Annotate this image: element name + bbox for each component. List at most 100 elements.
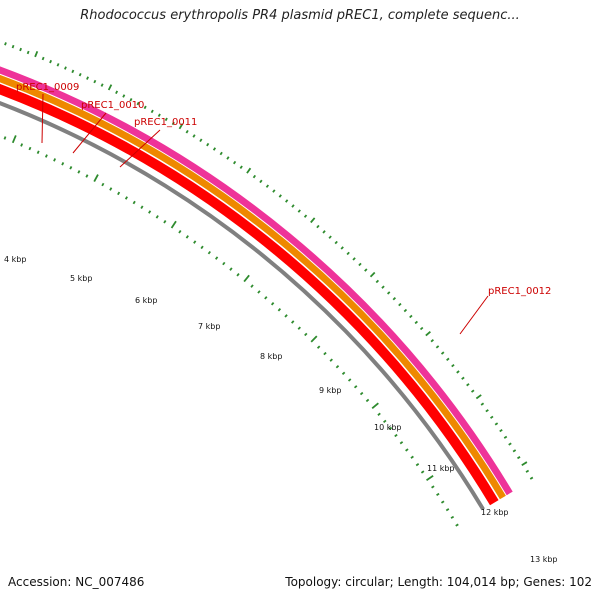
tick-mark [193, 240, 197, 244]
tick-mark [329, 358, 333, 362]
tick-mark [420, 470, 425, 474]
tick-mark [69, 166, 73, 170]
tick-mark [456, 370, 460, 374]
tick-mark [85, 174, 89, 178]
tick-mark [466, 383, 470, 387]
map-summary-text: Topology: circular; Length: 104,014 bp; … [285, 575, 592, 589]
tick-mark [200, 245, 204, 250]
kbp-label: 11 kbp [427, 464, 455, 473]
tick-mark [347, 378, 352, 382]
tick-mark [529, 476, 534, 480]
tick-mark [199, 138, 203, 143]
tick-mark [405, 448, 409, 452]
accession-text: Accession: NC_007486 [8, 575, 145, 589]
tick-mark [480, 402, 485, 406]
tick-mark [78, 72, 82, 77]
tick-mark [334, 240, 338, 245]
tick-mark [304, 332, 308, 337]
tick-mark [358, 262, 362, 267]
gene-label-pREC1_0009[interactable]: pREC1_0009 [16, 82, 79, 93]
tick-mark [310, 217, 316, 224]
tick-mark [136, 101, 140, 106]
tick-mark [207, 250, 211, 255]
tick-mark [100, 83, 104, 87]
gene-labels: pREC1_0009 pREC1_0010 pREC1_0011 pREC1_0… [16, 82, 551, 335]
tick-mark [388, 426, 393, 431]
tick-mark [155, 215, 159, 219]
tick-mark [109, 187, 113, 191]
orange-feature-track [0, 74, 506, 500]
tick-mark [353, 385, 358, 389]
tick-mark [322, 230, 326, 234]
tick-mark [440, 500, 445, 504]
tick-mark [61, 162, 65, 166]
tick-mark [143, 105, 147, 110]
tick-mark [157, 113, 161, 118]
tick-mark [440, 351, 445, 355]
tick-mark [257, 290, 261, 294]
tick-mark [140, 205, 144, 209]
tick-mark [394, 433, 398, 438]
tick-mark [170, 220, 177, 229]
tick-mark [386, 291, 391, 295]
kbp-label: 9 kbp [319, 386, 341, 395]
tick-mark [272, 189, 276, 193]
tick-mark [252, 174, 257, 179]
gene-label-pREC1_0011[interactable]: pREC1_0011 [134, 117, 197, 128]
kbp-tick-track [3, 135, 459, 527]
tick-mark [485, 409, 489, 413]
tick-mark [56, 63, 60, 67]
gene-label-leader [41, 93, 44, 144]
tick-mark [264, 296, 268, 300]
backbone-circle [0, 101, 485, 511]
tick-mark [291, 204, 295, 208]
tick-mark [239, 165, 243, 169]
tick-mark [53, 158, 57, 162]
tick-mark [164, 117, 168, 122]
tick-mark [419, 326, 424, 331]
tick-mark [517, 456, 521, 460]
tick-mark [34, 50, 39, 58]
tick-mark [450, 515, 455, 519]
tick-mark [359, 391, 364, 396]
tick-mark [28, 146, 32, 151]
tick-mark [44, 154, 48, 158]
gene-label-leader [459, 295, 489, 335]
tick-mark [461, 376, 465, 380]
tick-mark [285, 199, 289, 203]
tick-mark [122, 94, 126, 98]
tick-mark [178, 123, 184, 130]
tick-mark [415, 463, 420, 467]
tick-mark [41, 56, 45, 61]
tick-mark [297, 209, 301, 213]
tick-mark [229, 267, 233, 271]
tick-mark [445, 508, 450, 512]
tick-mark [410, 455, 414, 459]
gene-label-pREC1_0012[interactable]: pREC1_0012 [488, 286, 551, 297]
tick-mark [49, 59, 53, 64]
tick-mark [214, 256, 219, 260]
tick-mark [246, 167, 252, 174]
tick-mark [521, 461, 528, 467]
tick-mark [3, 136, 7, 140]
gene-label-pREC1_0010[interactable]: pREC1_0010 [81, 100, 144, 111]
tick-mark [431, 485, 435, 489]
tick-mark [451, 363, 455, 368]
kbp-label: 5 kbp [70, 274, 92, 283]
tick-mark [219, 151, 223, 156]
tick-mark [185, 129, 189, 134]
tick-mark [341, 371, 346, 376]
tick-mark [303, 214, 308, 218]
tick-mark [383, 419, 387, 423]
tick-mark [365, 398, 370, 403]
kbp-label: 7 kbp [198, 322, 220, 331]
tick-mark [316, 224, 320, 229]
tick-mark [335, 365, 340, 369]
tick-mark [71, 69, 75, 74]
tick-mark [470, 389, 475, 393]
tick-mark [36, 150, 40, 154]
kbp-label: 12 kbp [481, 508, 509, 517]
tick-mark [371, 402, 379, 409]
tick-mark [117, 191, 121, 196]
